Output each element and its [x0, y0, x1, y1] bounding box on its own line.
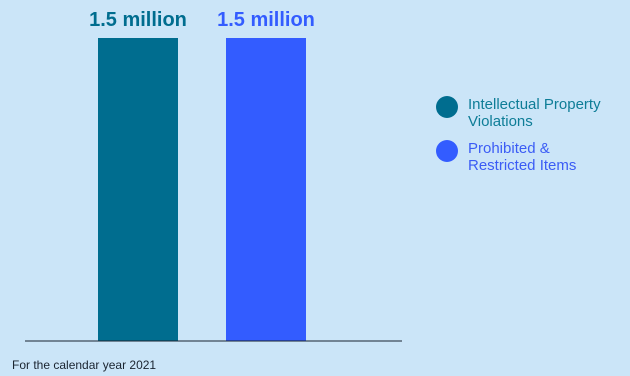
legend-item-prohibited-items: Prohibited & Restricted Items — [436, 140, 626, 174]
bar-data-label-1: 1.5 million — [217, 9, 315, 31]
legend-swatch-ip-violations — [436, 96, 458, 118]
legend-label-prohibited-items: Prohibited & Restricted Items — [468, 140, 577, 174]
bar-0 — [98, 38, 178, 341]
bar-data-label-0: 1.5 million — [89, 9, 187, 31]
bar-1 — [226, 38, 306, 341]
chart-legend: Intellectual Property Violations Prohibi… — [436, 96, 626, 184]
legend-swatch-prohibited-items — [436, 140, 458, 162]
legend-item-ip-violations: Intellectual Property Violations — [436, 96, 626, 130]
chart-footnote: For the calendar year 2021 — [12, 358, 157, 372]
legend-label-ip-violations: Intellectual Property Violations — [468, 96, 601, 130]
